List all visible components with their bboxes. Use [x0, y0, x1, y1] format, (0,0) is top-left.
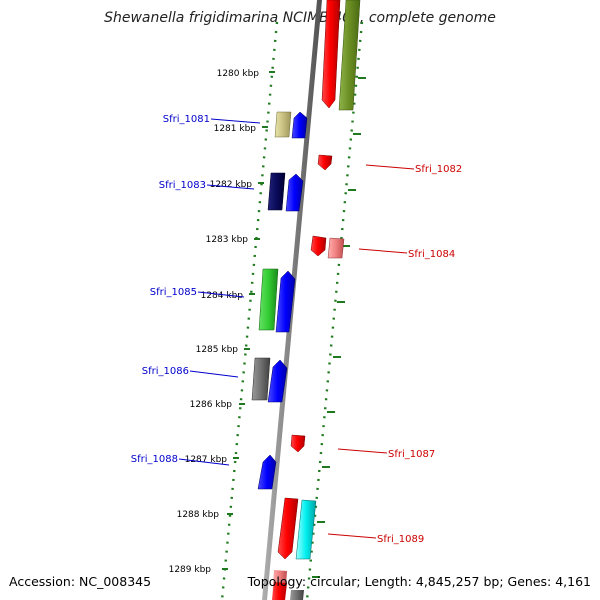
gene-bottom-partial[interactable]	[272, 570, 304, 600]
gene-label-sfri-1085[interactable]: Sfri_1085	[150, 287, 197, 298]
gene-label-sfri-1088[interactable]: Sfri_1088	[131, 454, 178, 465]
scale-ticks-inner	[222, 71, 275, 570]
kbp-label-1286: 1286 kbp	[190, 400, 233, 410]
kbp-label-1280: 1280 kbp	[217, 69, 260, 79]
gene-label-sfri-1082[interactable]: Sfri_1082	[415, 164, 462, 175]
gene-sfri-1082[interactable]	[317, 154, 333, 171]
outer-track-dotted	[305, 21, 364, 600]
map-title: Shewanella frigidimarina NCIMB 400, comp…	[104, 10, 496, 26]
gene-sfri-1086-gray[interactable]	[251, 357, 271, 401]
gene-sfri-1081[interactable]	[291, 111, 308, 139]
gene-sfri-1082-neighbors-top[interactable]	[321, 0, 361, 111]
kbp-label-1289: 1289 kbp	[169, 565, 212, 575]
gene-sfri-1085[interactable]	[275, 270, 296, 333]
gene-sfri-1089[interactable]	[277, 497, 317, 560]
gene-sfri-1081-khaki[interactable]	[274, 111, 292, 138]
kbp-label-1288: 1288 kbp	[177, 510, 220, 520]
gene-sfri-1083-navy[interactable]	[267, 172, 286, 211]
gene-sfri-1083[interactable]	[285, 173, 304, 212]
gene-sfri-1086[interactable]	[267, 359, 288, 403]
gene-label-sfri-1081[interactable]: Sfri_1081	[163, 114, 210, 125]
gene-label-sfri-1084[interactable]: Sfri_1084	[408, 249, 455, 260]
kbp-label-1284: 1284 kbp	[201, 291, 244, 301]
kbp-label-1282: 1282 kbp	[210, 180, 253, 190]
left-gene-labels: Sfri_1081 Sfri_1083 Sfri_1085 Sfri_1086 …	[131, 114, 261, 466]
gene-sfri-1085-green[interactable]	[258, 268, 279, 331]
accession-text: Accession: NC_008345	[9, 574, 151, 589]
gene-label-sfri-1086[interactable]: Sfri_1086	[142, 366, 189, 377]
gene-sfri-1084-a[interactable]	[310, 235, 327, 257]
right-gene-labels: Sfri_1082 Sfri_1084 Sfri_1087 Sfri_1089	[327, 164, 462, 545]
scale-ticks-outer	[312, 77, 366, 578]
kbp-label-1283: 1283 kbp	[206, 235, 249, 245]
gene-label-sfri-1087[interactable]: Sfri_1087	[388, 449, 435, 460]
gene-sfri-1087[interactable]	[290, 434, 306, 453]
kbp-label-1287: 1287 kbp	[185, 455, 228, 465]
kbp-label-1281: 1281 kbp	[214, 124, 257, 134]
gene-label-sfri-1089[interactable]: Sfri_1089	[377, 534, 424, 545]
gene-label-sfri-1083[interactable]: Sfri_1083	[159, 180, 206, 191]
topology-text: Topology: circular; Length: 4,845,257 bp…	[247, 574, 591, 589]
kbp-label-1285: 1285 kbp	[196, 345, 239, 355]
kbp-labels: 1280 kbp 1281 kbp 1282 kbp 1283 kbp 1284…	[169, 69, 260, 575]
gene-sfri-1088[interactable]	[257, 454, 277, 490]
gene-sfri-1084[interactable]	[327, 237, 345, 259]
